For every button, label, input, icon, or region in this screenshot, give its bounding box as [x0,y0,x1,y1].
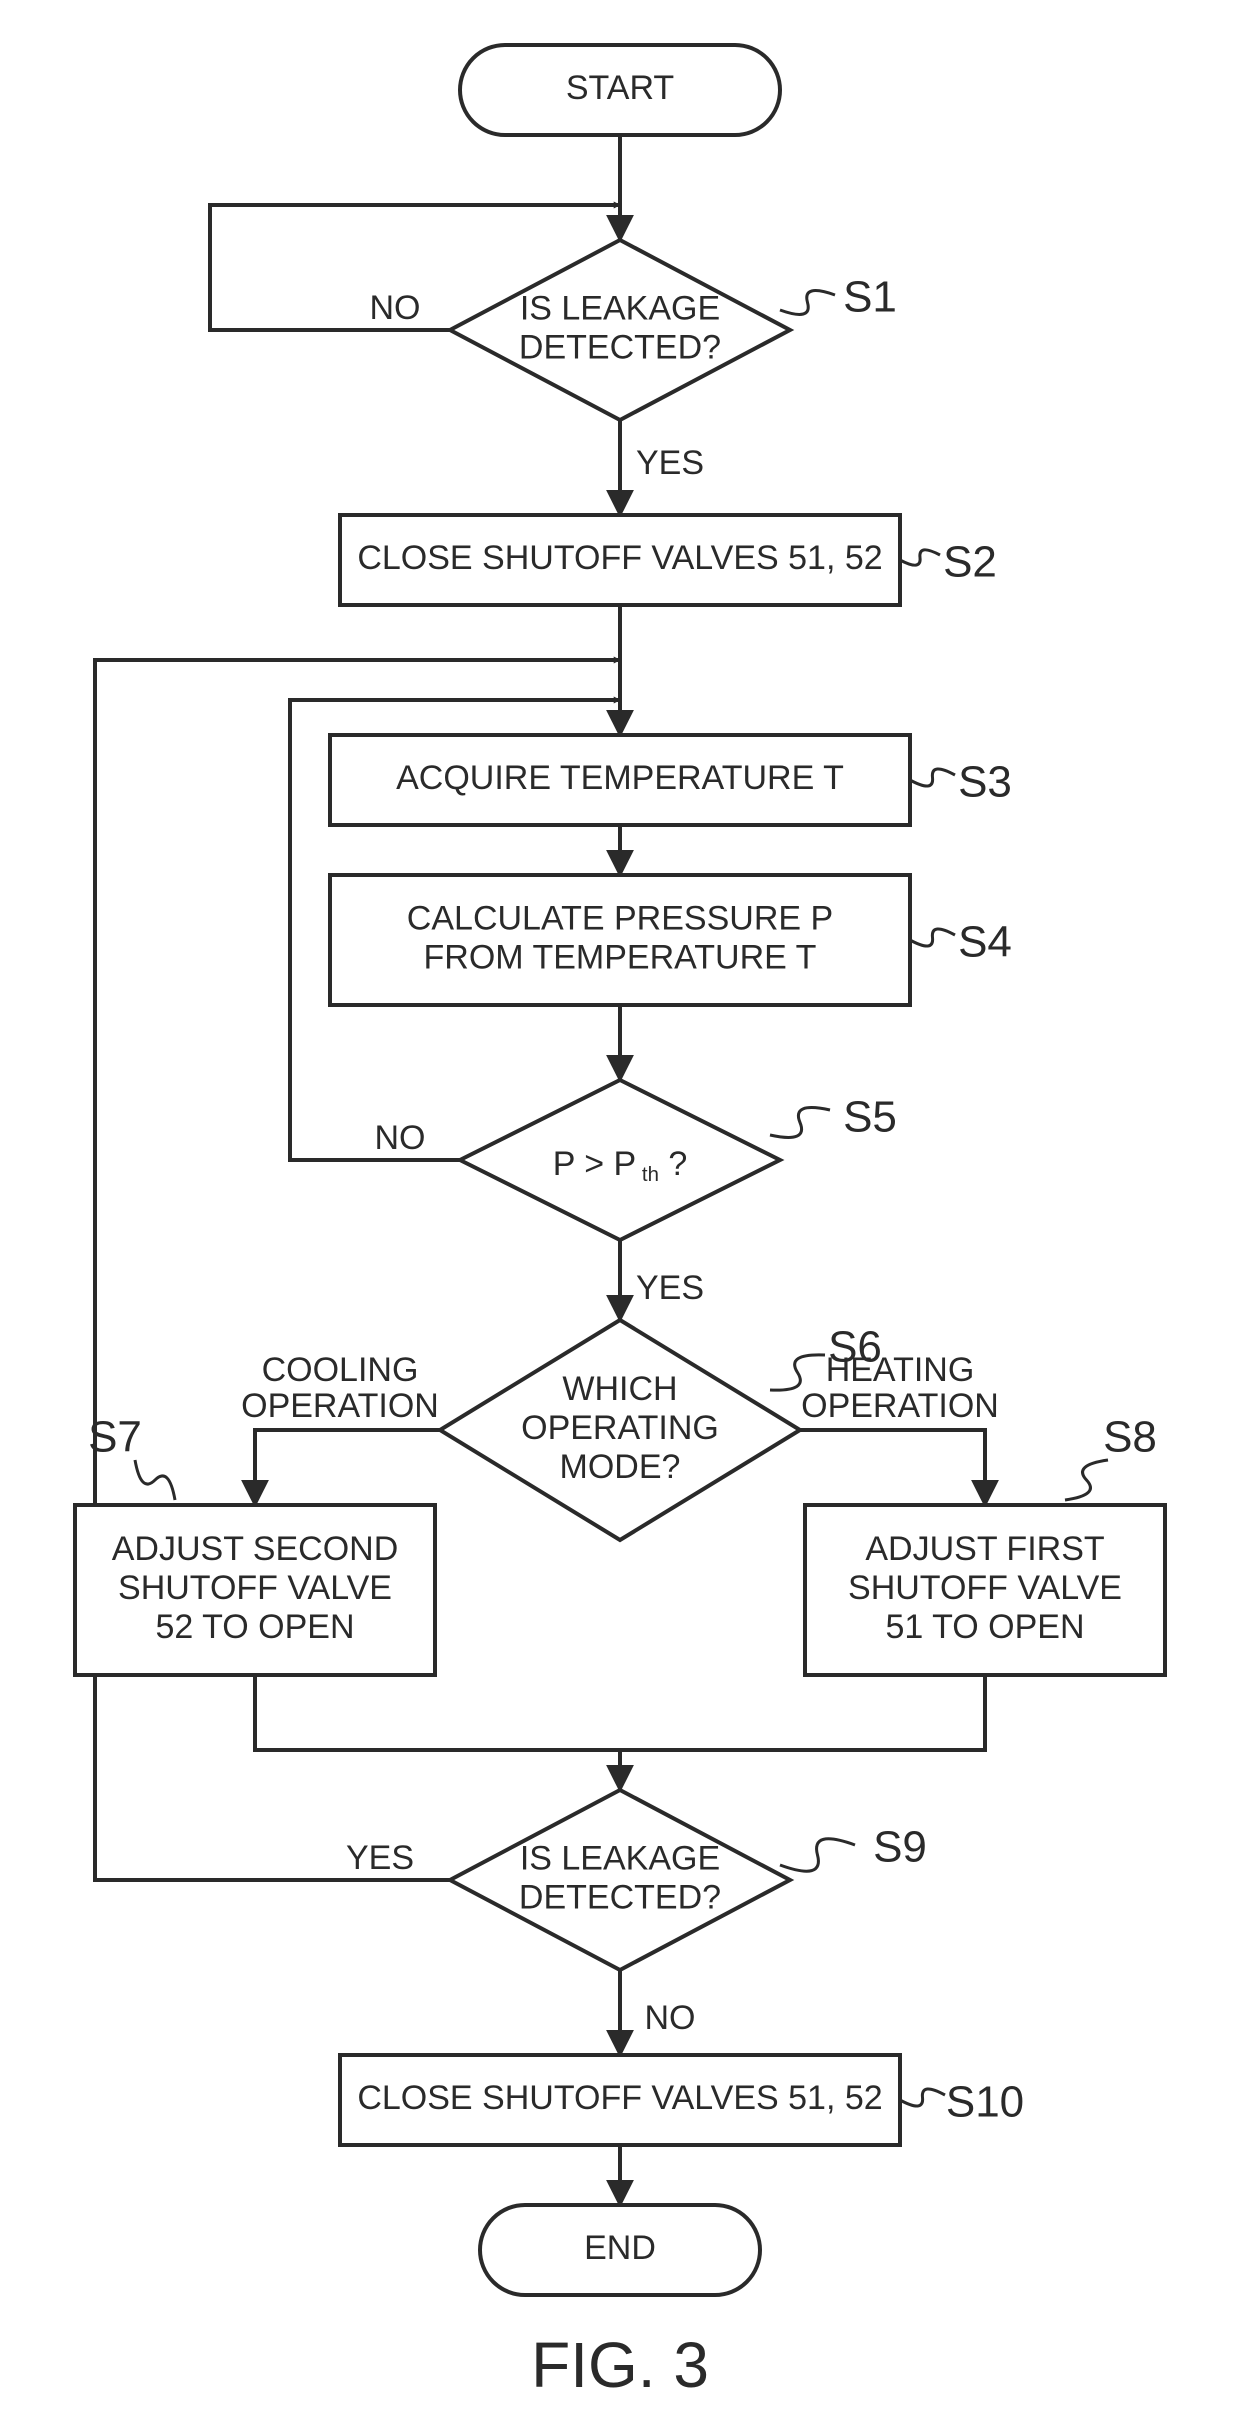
node-s2: CLOSE SHUTOFF VALVES 51, 52 [340,515,900,605]
svg-text:END: END [584,2229,656,2267]
figure-caption: FIG. 3 [531,2329,709,2401]
svg-text:SHUTOFF VALVE: SHUTOFF VALVE [848,1569,1122,1607]
step-label-s3: S3 [958,758,1012,807]
step-label-s7: S7 [88,1413,142,1462]
edge-label: YES [636,444,704,482]
edge-label: COOLING [262,1351,419,1389]
svg-text:ADJUST SECOND: ADJUST SECOND [112,1530,399,1568]
svg-text:MODE?: MODE? [560,1448,681,1486]
svg-text:OPERATING: OPERATING [521,1409,719,1447]
node-end: END [480,2205,760,2295]
node-start: START [460,45,780,135]
step-label-s8: S8 [1103,1413,1157,1462]
step-label-s10: S10 [946,2078,1024,2127]
edge-label: OPERATION [241,1387,439,1425]
step-label-s1: S1 [843,273,897,322]
node-s4: CALCULATE PRESSURE PFROM TEMPERATURE T [330,875,910,1005]
node-s7: ADJUST SECONDSHUTOFF VALVE52 TO OPEN [75,1505,435,1675]
svg-text:52 TO OPEN: 52 TO OPEN [155,1608,354,1646]
svg-text:DETECTED?: DETECTED? [519,329,721,367]
svg-text:DETECTED?: DETECTED? [519,1879,721,1917]
svg-text:ADJUST FIRST: ADJUST FIRST [865,1530,1104,1568]
step-label-s6: S6 [828,1323,882,1372]
step-label-s5: S5 [843,1093,897,1142]
edge-label: NO [375,1119,426,1157]
svg-text:WHICH: WHICH [562,1370,677,1408]
edge-label: OPERATION [801,1387,999,1425]
svg-text:START: START [566,69,674,107]
node-s3: ACQUIRE TEMPERATURE T [330,735,910,825]
edge-label: NO [645,1999,696,2037]
svg-text:CLOSE SHUTOFF VALVES 51, 52: CLOSE SHUTOFF VALVES 51, 52 [357,539,882,577]
svg-text:CALCULATE PRESSURE P: CALCULATE PRESSURE P [407,899,833,937]
svg-text:SHUTOFF VALVE: SHUTOFF VALVE [118,1569,392,1607]
step-label-s4: S4 [958,918,1012,967]
svg-text:IS LEAKAGE: IS LEAKAGE [520,1839,720,1877]
edge-label: YES [346,1839,414,1877]
step-label-s2: S2 [943,538,997,587]
svg-text:ACQUIRE TEMPERATURE T: ACQUIRE TEMPERATURE T [396,759,844,797]
svg-text:CLOSE SHUTOFF VALVES 51, 52: CLOSE SHUTOFF VALVES 51, 52 [357,2079,882,2117]
step-label-s9: S9 [873,1823,927,1872]
node-s8: ADJUST FIRSTSHUTOFF VALVE51 TO OPEN [805,1505,1165,1675]
edge-label: YES [636,1269,704,1307]
svg-text:FROM TEMPERATURE T: FROM TEMPERATURE T [424,939,817,977]
svg-text:51 TO OPEN: 51 TO OPEN [885,1608,1084,1646]
svg-text:P > P th ?: P > P th ? [553,1145,688,1186]
edge-label: NO [370,289,421,327]
node-s10: CLOSE SHUTOFF VALVES 51, 52 [340,2055,900,2145]
svg-text:IS LEAKAGE: IS LEAKAGE [520,289,720,327]
